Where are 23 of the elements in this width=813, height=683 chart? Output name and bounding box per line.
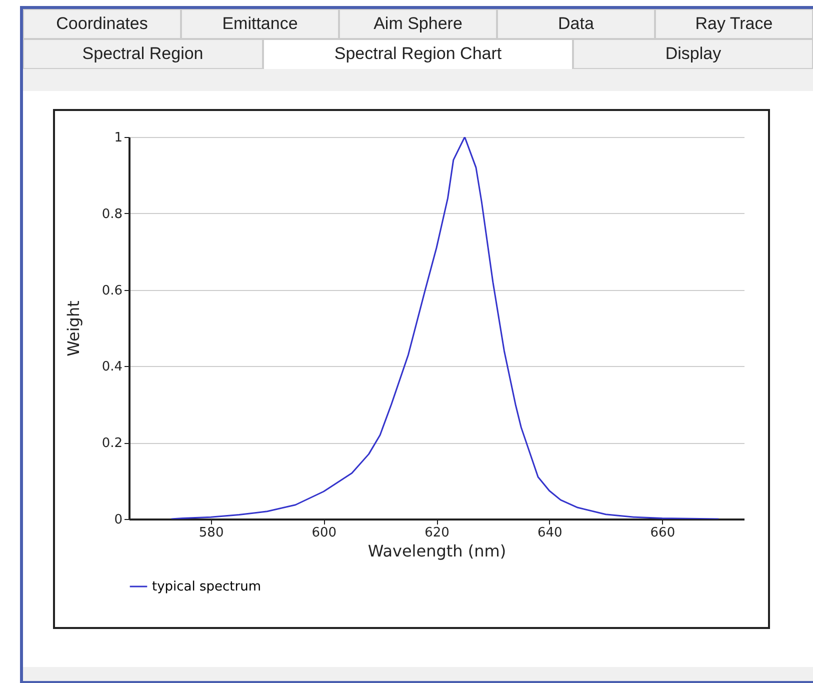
text: Data: [497, 9, 655, 39]
x-tick-label: 620: [424, 526, 450, 540]
y-axis-title: Weight: [64, 300, 83, 356]
y-tick-label: 0.6: [102, 283, 122, 298]
y-tick-label: 1: [114, 130, 122, 146]
text: Emittance: [181, 9, 339, 39]
y-tick-label: 0.2: [102, 436, 122, 452]
text: Coordinates: [23, 9, 181, 39]
y-tick-label: 0: [114, 512, 122, 528]
text: Display: [573, 39, 813, 69]
x-tick-label: 580: [198, 526, 224, 540]
y-tick-label: 0.4: [102, 360, 122, 375]
text: Aim Sphere: [339, 9, 497, 39]
text: Ray Trace: [655, 9, 813, 39]
text: Spectral Region: [23, 39, 263, 69]
x-tick-label: 600: [312, 526, 337, 540]
y-tick-label: 0.8: [102, 206, 122, 222]
line-series: [170, 137, 720, 519]
legend-label: typical spectrum: [152, 580, 262, 594]
x-tick-label: 660: [650, 526, 676, 540]
x-axis-title: Wavelength (nm): [368, 542, 506, 560]
text: Spectral Region Chart: [262, 39, 574, 69]
x-tick-label: 640: [537, 526, 562, 540]
